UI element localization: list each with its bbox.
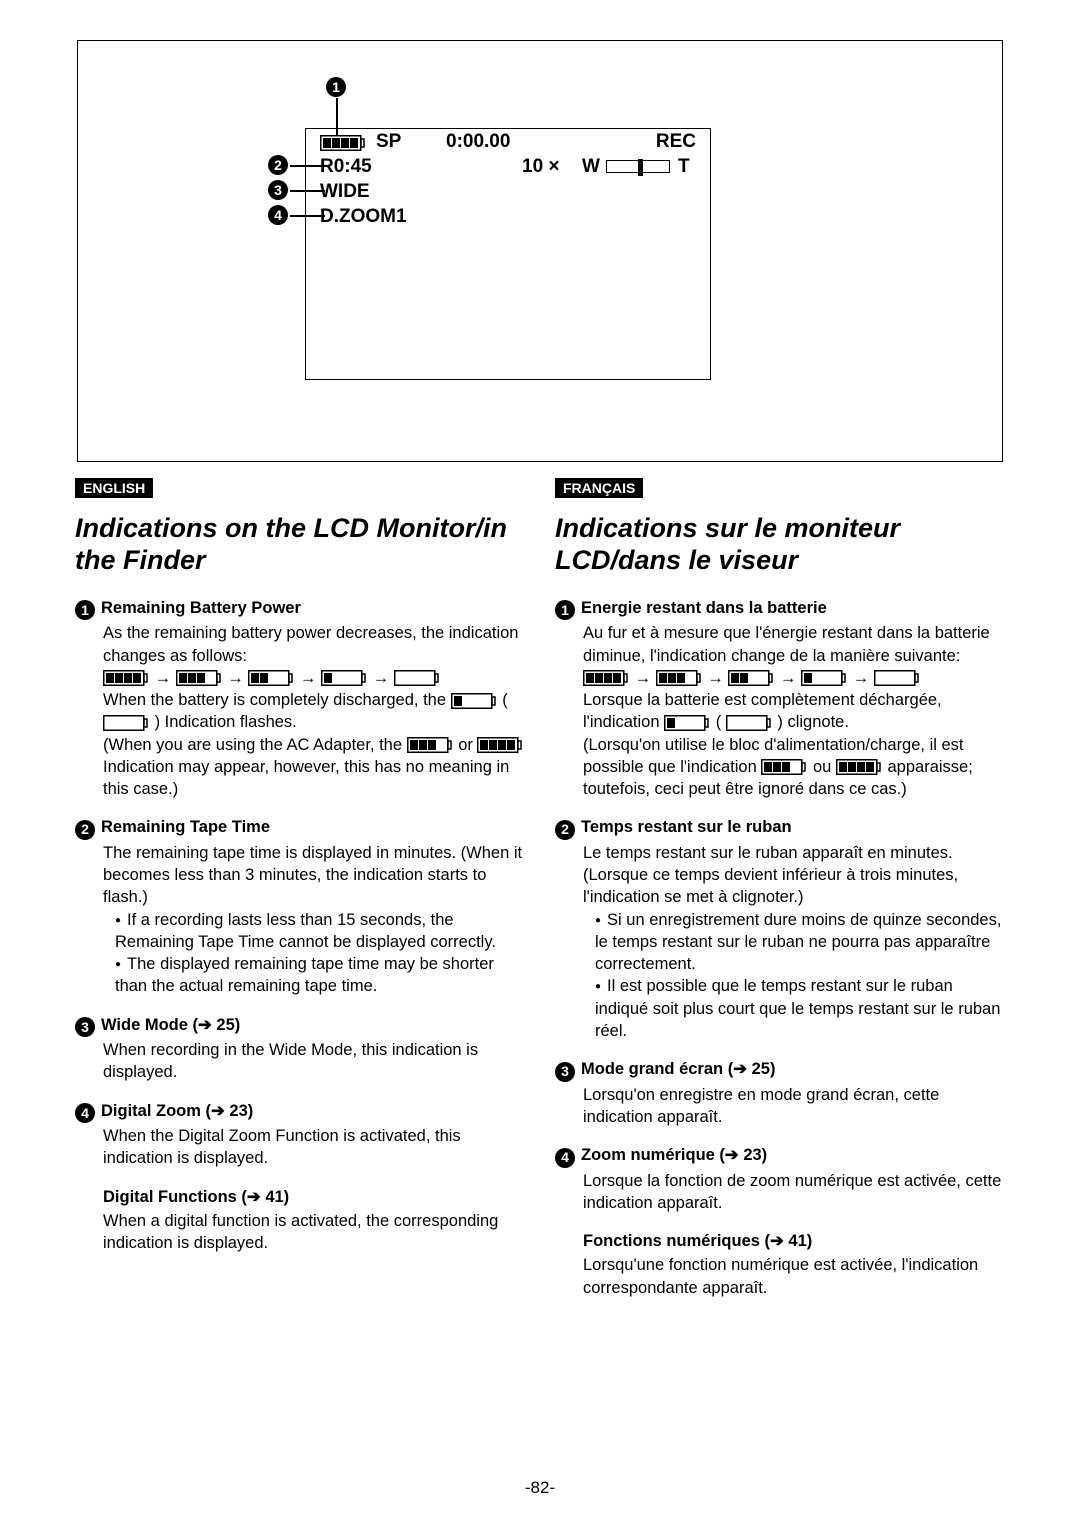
item-en-5: Digital Functions (➔ 41) When a digital …	[75, 1186, 525, 1255]
item-en-1-p3: (When you are using the AC Adapter, the	[103, 736, 402, 754]
lcd-rec: REC	[656, 131, 696, 153]
item-fr-3-p1: Lorsqu'on enregistre en mode grand écran…	[583, 1086, 939, 1126]
battery-icon	[320, 135, 367, 151]
item-fr-2-head: Temps restant sur le ruban	[581, 818, 792, 836]
battery-3-icon	[761, 759, 808, 775]
lcd-time: 0:00.00	[446, 131, 510, 153]
item-fr-4: 4 Zoom numérique (➔ 23) Lorsque la foncti…	[555, 1144, 1005, 1214]
item-en-2-head: Remaining Tape Time	[101, 818, 270, 836]
item-fr-3: 3 Mode grand écran (➔ 25) Lorsqu'on enreg…	[555, 1058, 1005, 1128]
item-fr-2-p1: Le temps restant sur le ruban apparaît e…	[583, 844, 958, 907]
item-en-2-b1: If a recording lasts less than 15 second…	[115, 909, 525, 954]
callout-4: 4	[268, 205, 288, 225]
lcd-sp: SP	[376, 131, 401, 153]
item-en-1-p4: Indication may appear, however, this has…	[103, 758, 509, 798]
item-fr-4-p1: Lorsque la fonction de zoom numérique es…	[583, 1172, 1001, 1212]
battery-4-icon	[477, 737, 524, 753]
battery-0-icon	[103, 715, 150, 731]
item-fr-2-b2: Il est possible que le temps restant sur…	[595, 975, 1005, 1042]
item-fr-1-p1: Au fur et à mesure que l'énergie restant…	[583, 624, 990, 664]
item-fr-2-b1: Si un enregistrement dure moins de quinz…	[595, 909, 1005, 976]
battery-1-icon	[664, 715, 711, 731]
item-en-3-head: Wide Mode (➔ 25)	[101, 1016, 240, 1034]
item-fr-1-p2b: clignote.	[787, 713, 848, 731]
item-en-5-p1: When a digital function is activated, th…	[103, 1212, 498, 1252]
num-4-icon: 4	[75, 1103, 95, 1123]
item-en-1-p2a: When the battery is completely discharge…	[103, 691, 446, 709]
lcd-zoom-mult: 10 ×	[522, 156, 560, 178]
item-fr-1: 1 Energie restant dans la batterie Au fur…	[555, 597, 1005, 801]
item-fr-5: Fonctions numériques (➔ 41) Lorsqu'une f…	[555, 1230, 1005, 1299]
title-fr: Indications sur le moniteur LCD/dans le …	[555, 512, 1005, 577]
language-label-fr: FRANÇAIS	[555, 478, 643, 498]
item-fr-1-head: Energie restant dans la batterie	[581, 599, 827, 617]
item-fr-1-p3b: ou	[813, 758, 831, 776]
item-en-4: 4 Digital Zoom (➔ 23) When the Digital Zo…	[75, 1100, 525, 1170]
battery-0-icon	[726, 715, 773, 731]
callout-1: 1	[326, 77, 346, 97]
callout-3: 3	[268, 180, 288, 200]
battery-1-icon	[451, 693, 498, 709]
item-en-1: 1 Remaining Battery Power As the remainin…	[75, 597, 525, 801]
item-en-1-head: Remaining Battery Power	[101, 599, 301, 617]
num-4-icon: 4	[555, 1148, 575, 1168]
lcd-dzoom: D.ZOOM1	[320, 206, 407, 228]
item-en-2: 2 Remaining Tape Time The remaining tape …	[75, 816, 525, 997]
item-fr-5-head: Fonctions numériques (➔ 41)	[583, 1232, 812, 1250]
battery-sequence: → → → →	[103, 669, 441, 687]
lcd-wide: WIDE	[320, 181, 370, 203]
item-en-5-head: Digital Functions (➔ 41)	[103, 1188, 289, 1206]
num-1-icon: 1	[555, 600, 575, 620]
lcd-r045: R0:45	[320, 156, 372, 178]
item-fr-3-head: Mode grand écran (➔ 25)	[581, 1060, 775, 1078]
page-number: -82-	[0, 1478, 1080, 1498]
item-en-1-p3b: or	[458, 736, 473, 754]
item-fr-2: 2 Temps restant sur le ruban Le temps res…	[555, 816, 1005, 1042]
zoom-bar-icon	[606, 160, 670, 173]
item-en-2-p1: The remaining tape time is displayed in …	[103, 844, 522, 907]
battery-sequence-fr: → → → →	[583, 669, 921, 687]
english-column: ENGLISH Indications on the LCD Monitor/i…	[75, 478, 525, 1315]
num-3-icon: 3	[555, 1062, 575, 1082]
lcd-t: T	[678, 156, 690, 178]
battery-3-icon	[407, 737, 454, 753]
num-3-icon: 3	[75, 1017, 95, 1037]
item-en-1-p2b: Indication flashes.	[165, 713, 297, 731]
lcd-display: SP 0:00.00 REC R0:45 10 × W T WIDE D.ZOO…	[305, 128, 711, 380]
title-en: Indications on the LCD Monitor/in the Fi…	[75, 512, 525, 577]
text-columns: ENGLISH Indications on the LCD Monitor/i…	[75, 478, 1005, 1315]
item-en-3-p1: When recording in the Wide Mode, this in…	[103, 1041, 478, 1081]
item-en-1-p1: As the remaining battery power decreases…	[103, 624, 518, 664]
num-2-icon: 2	[555, 820, 575, 840]
battery-4-icon	[836, 759, 883, 775]
item-en-4-p1: When the Digital Zoom Function is activa…	[103, 1127, 461, 1167]
item-en-3: 3 Wide Mode (➔ 25) When recording in the …	[75, 1014, 525, 1084]
num-1-icon: 1	[75, 600, 95, 620]
item-fr-5-p1: Lorsqu'une fonction numérique est activé…	[583, 1256, 978, 1296]
french-column: FRANÇAIS Indications sur le moniteur LCD…	[555, 478, 1005, 1315]
language-label-en: ENGLISH	[75, 478, 153, 498]
lcd-w: W	[582, 156, 600, 178]
num-2-icon: 2	[75, 820, 95, 840]
item-en-2-b2: The displayed remaining tape time may be…	[115, 953, 525, 998]
item-fr-4-head: Zoom numérique (➔ 23)	[581, 1146, 767, 1164]
callout-2: 2	[268, 155, 288, 175]
item-en-4-head: Digital Zoom (➔ 23)	[101, 1102, 253, 1120]
